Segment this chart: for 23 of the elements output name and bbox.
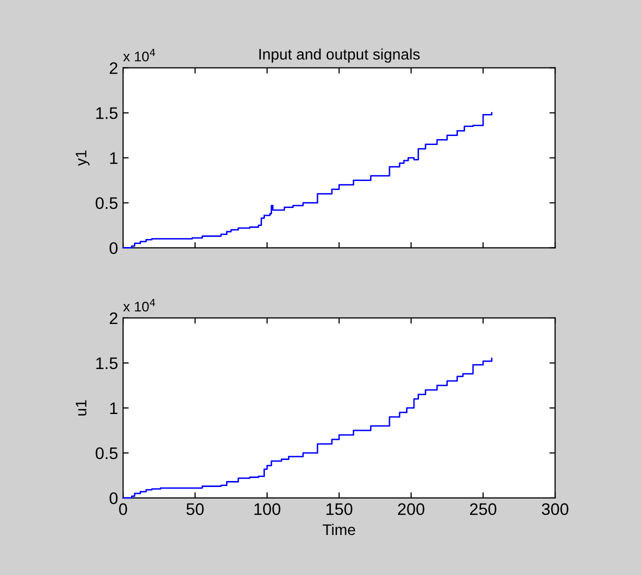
x-tick-label: 300 (542, 503, 568, 516)
text: x 10$^{4}$ (123, 48, 156, 62)
text: x 10$^{4}$ (123, 298, 156, 312)
y-tick-label: 2 (110, 62, 118, 74)
x-tick-label: 100 (254, 503, 280, 516)
x-tick-label: 200 (398, 503, 424, 516)
y-tick-label: 0.5 (96, 447, 118, 460)
y-tick-label: 0.5 (96, 197, 118, 210)
y-tick-label: 0 (110, 242, 118, 254)
x-tick-label: 50 (186, 503, 204, 516)
y-tick-label: 1 (110, 152, 118, 164)
x-tick-label: 0 (119, 503, 128, 516)
y-tick-label: 0 (110, 492, 118, 504)
chart-title: Input and output signals (259, 48, 420, 63)
y-axis-title: u1 (76, 400, 86, 416)
x-axis-title: Time (322, 524, 356, 536)
y-tick-label: 1.5 (96, 107, 118, 120)
y-tick-label: 1 (110, 402, 118, 414)
x-tick-label: 150 (326, 503, 352, 516)
x-tick-label: 250 (470, 503, 496, 516)
y-axis-title: y1 (76, 150, 90, 166)
y-tick-label: 2 (110, 312, 118, 324)
y-tick-label: 1.5 (96, 358, 118, 370)
